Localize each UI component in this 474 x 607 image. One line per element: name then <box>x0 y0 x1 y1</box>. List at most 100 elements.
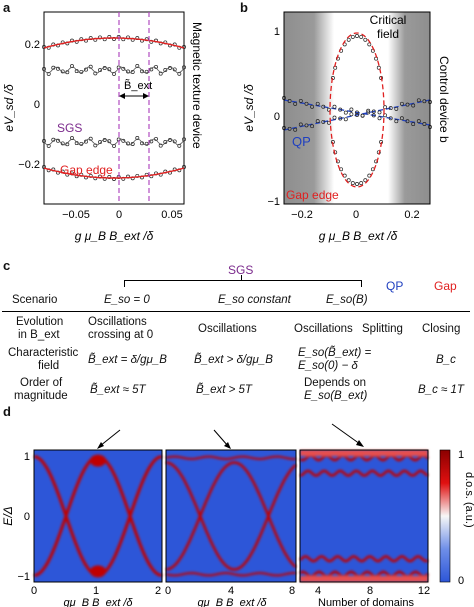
b-qp-upper-point <box>394 106 399 111</box>
magnitude-col3a: Depends on <box>304 377 367 389</box>
d2-band-1 <box>165 461 297 571</box>
colorbar-tick-top: 1 <box>458 449 464 461</box>
a-sgs1-point <box>84 67 88 72</box>
evolution-col5: Closing <box>422 323 461 335</box>
header-qp: QP <box>386 279 404 293</box>
b-qp-upper-point <box>377 110 382 115</box>
a-sgs1-point <box>135 64 140 68</box>
panel-b-shade-left <box>284 12 334 204</box>
b-qp-upper-point <box>332 115 337 120</box>
panel-a-arrowhead-right <box>143 93 149 99</box>
panel-a-ylabel: eV_sd /δ <box>2 84 16 132</box>
evolution-label-2: in B_ext <box>18 329 60 341</box>
a-sgs1-point <box>163 68 168 72</box>
panel-d3-arrowhead <box>356 440 364 447</box>
colorbar-tick-bottom: 0 <box>458 575 464 587</box>
b-qp-upper-point <box>304 123 309 128</box>
a-sgs1-point <box>88 64 93 69</box>
b-qp-lower-point <box>411 122 416 127</box>
panel-b-xtick-2: 0 <box>353 209 359 221</box>
panel-b-right-label: Control device b <box>437 56 451 143</box>
a-sgs1-point <box>46 71 51 76</box>
panel-c-letter: c <box>3 258 11 273</box>
a-sgs1-point <box>112 71 116 76</box>
b-qp-lower-point <box>383 113 388 118</box>
panel-b-critical-label-2: field <box>377 27 399 41</box>
a-sgs2-point <box>163 140 168 144</box>
a-sgs2-point <box>112 143 116 148</box>
panel-d1-xtick-2: 1 <box>93 585 99 597</box>
b-qp-upper-point <box>315 119 320 124</box>
a-sgs1-point <box>158 71 163 76</box>
a-sgs2-point <box>93 143 98 148</box>
field-col3b: E_so(0) − δ <box>298 360 358 372</box>
a-sgs1-point <box>149 67 154 72</box>
panel-b-ytick-2: 0 <box>274 111 280 123</box>
b-qp-lower-point <box>394 119 399 124</box>
b-gap-top-point <box>376 65 381 70</box>
field-label-1: Characteristic <box>8 347 79 359</box>
b-gap-top-point <box>367 42 372 47</box>
a-sgs1-point <box>107 67 112 72</box>
b-qp-upper-point <box>293 127 298 132</box>
panel-d1-arrow <box>99 429 121 447</box>
panel-d-ytick-2: 0 <box>24 511 30 523</box>
magnitude-col2: B̃_ext > 5T <box>196 384 252 396</box>
a-sgs2-point <box>121 138 126 143</box>
panel-b-xtick-1: −0.2 <box>291 209 313 221</box>
panel-d3-bg <box>300 450 428 582</box>
panel-b-plot: Critical field QP Gap edge 1 0 −1 −0.2 0… <box>242 11 451 243</box>
a-sgs1-point <box>172 67 177 72</box>
panel-d2-xtick-2: 4 <box>228 585 234 597</box>
b-qp-lower-point <box>371 113 376 118</box>
b-qp-lower-point <box>338 107 343 112</box>
panel-d3-arrow <box>331 423 361 445</box>
b-qp-lower-point <box>304 101 309 106</box>
field-col2: B̃_ext > δ/gμ_B <box>194 354 273 366</box>
panel-a-plot: B̃_ext SGS Gap edge 0.2 0 −0.2 −0.05 0 0… <box>2 11 204 243</box>
a-sgs1-point <box>121 66 126 71</box>
a-sgs2-point <box>84 139 88 144</box>
header-sgs: SGS <box>228 263 254 277</box>
panel-b-gap-edge-label: Gap edge <box>286 188 339 202</box>
evolution-label-1: Evolution <box>16 316 64 328</box>
a-sgs1-point <box>42 67 46 71</box>
a-sgs1-curve <box>43 66 185 74</box>
comparison-table: SGS QP Gap Scenario E_so = 0 E_so consta… <box>0 258 474 438</box>
b-qp-lower-point <box>321 104 326 109</box>
colorbar <box>439 449 451 583</box>
b-qp-upper-point <box>298 122 303 127</box>
d3-bottom-strip <box>300 576 428 582</box>
b-qp-lower-point <box>310 104 315 109</box>
panel-a-xtick-2: 0 <box>116 209 122 221</box>
b-qp-upper-point <box>388 106 393 111</box>
d2-edge-bottom <box>165 571 297 577</box>
panel-d3-xlabel: Number of domains <box>318 597 414 607</box>
b-gap-top-point <box>330 76 335 80</box>
panel-b-xtick-3: 0.2 <box>404 209 419 221</box>
magnitude-col5: B_c ≈ 1T <box>418 384 464 396</box>
panel-d-letter: d <box>3 404 11 419</box>
panel-b-xlabel: g μ_B B_ext /δ <box>319 229 398 243</box>
magnitude-label-1: Order of <box>20 377 63 389</box>
panel-a-sgs-label: SGS <box>57 121 82 135</box>
a-sgs2-point <box>135 136 140 140</box>
b-qp-upper-point <box>321 119 326 124</box>
panel-d2-arrowhead <box>224 442 231 449</box>
panel-a-letter: a <box>3 0 11 15</box>
b-qp-lower-point <box>399 116 404 121</box>
panel-a-bext-label: B̃_ext <box>124 79 152 92</box>
colorbar-label: d.o.s. (a.u.) <box>463 472 474 528</box>
panel-b-ytick-3: −1 <box>267 196 280 208</box>
magnitude-col1: B̃_ext ≈ 5T <box>90 384 146 396</box>
panel-d-ytick-1: 1 <box>24 451 30 463</box>
evolution-col2: Oscillations <box>198 323 257 335</box>
header-gap: Gap <box>434 279 457 293</box>
sgs-bracket <box>124 280 362 287</box>
a-sgs1-point <box>74 69 79 74</box>
panel-a-frame <box>43 11 185 205</box>
panel-a-ytick-3: −0.2 <box>18 159 40 171</box>
b-qp-lower-point <box>332 104 337 109</box>
panel-d1-arrowhead <box>97 442 104 449</box>
b-gap-bottom-point <box>350 181 355 186</box>
